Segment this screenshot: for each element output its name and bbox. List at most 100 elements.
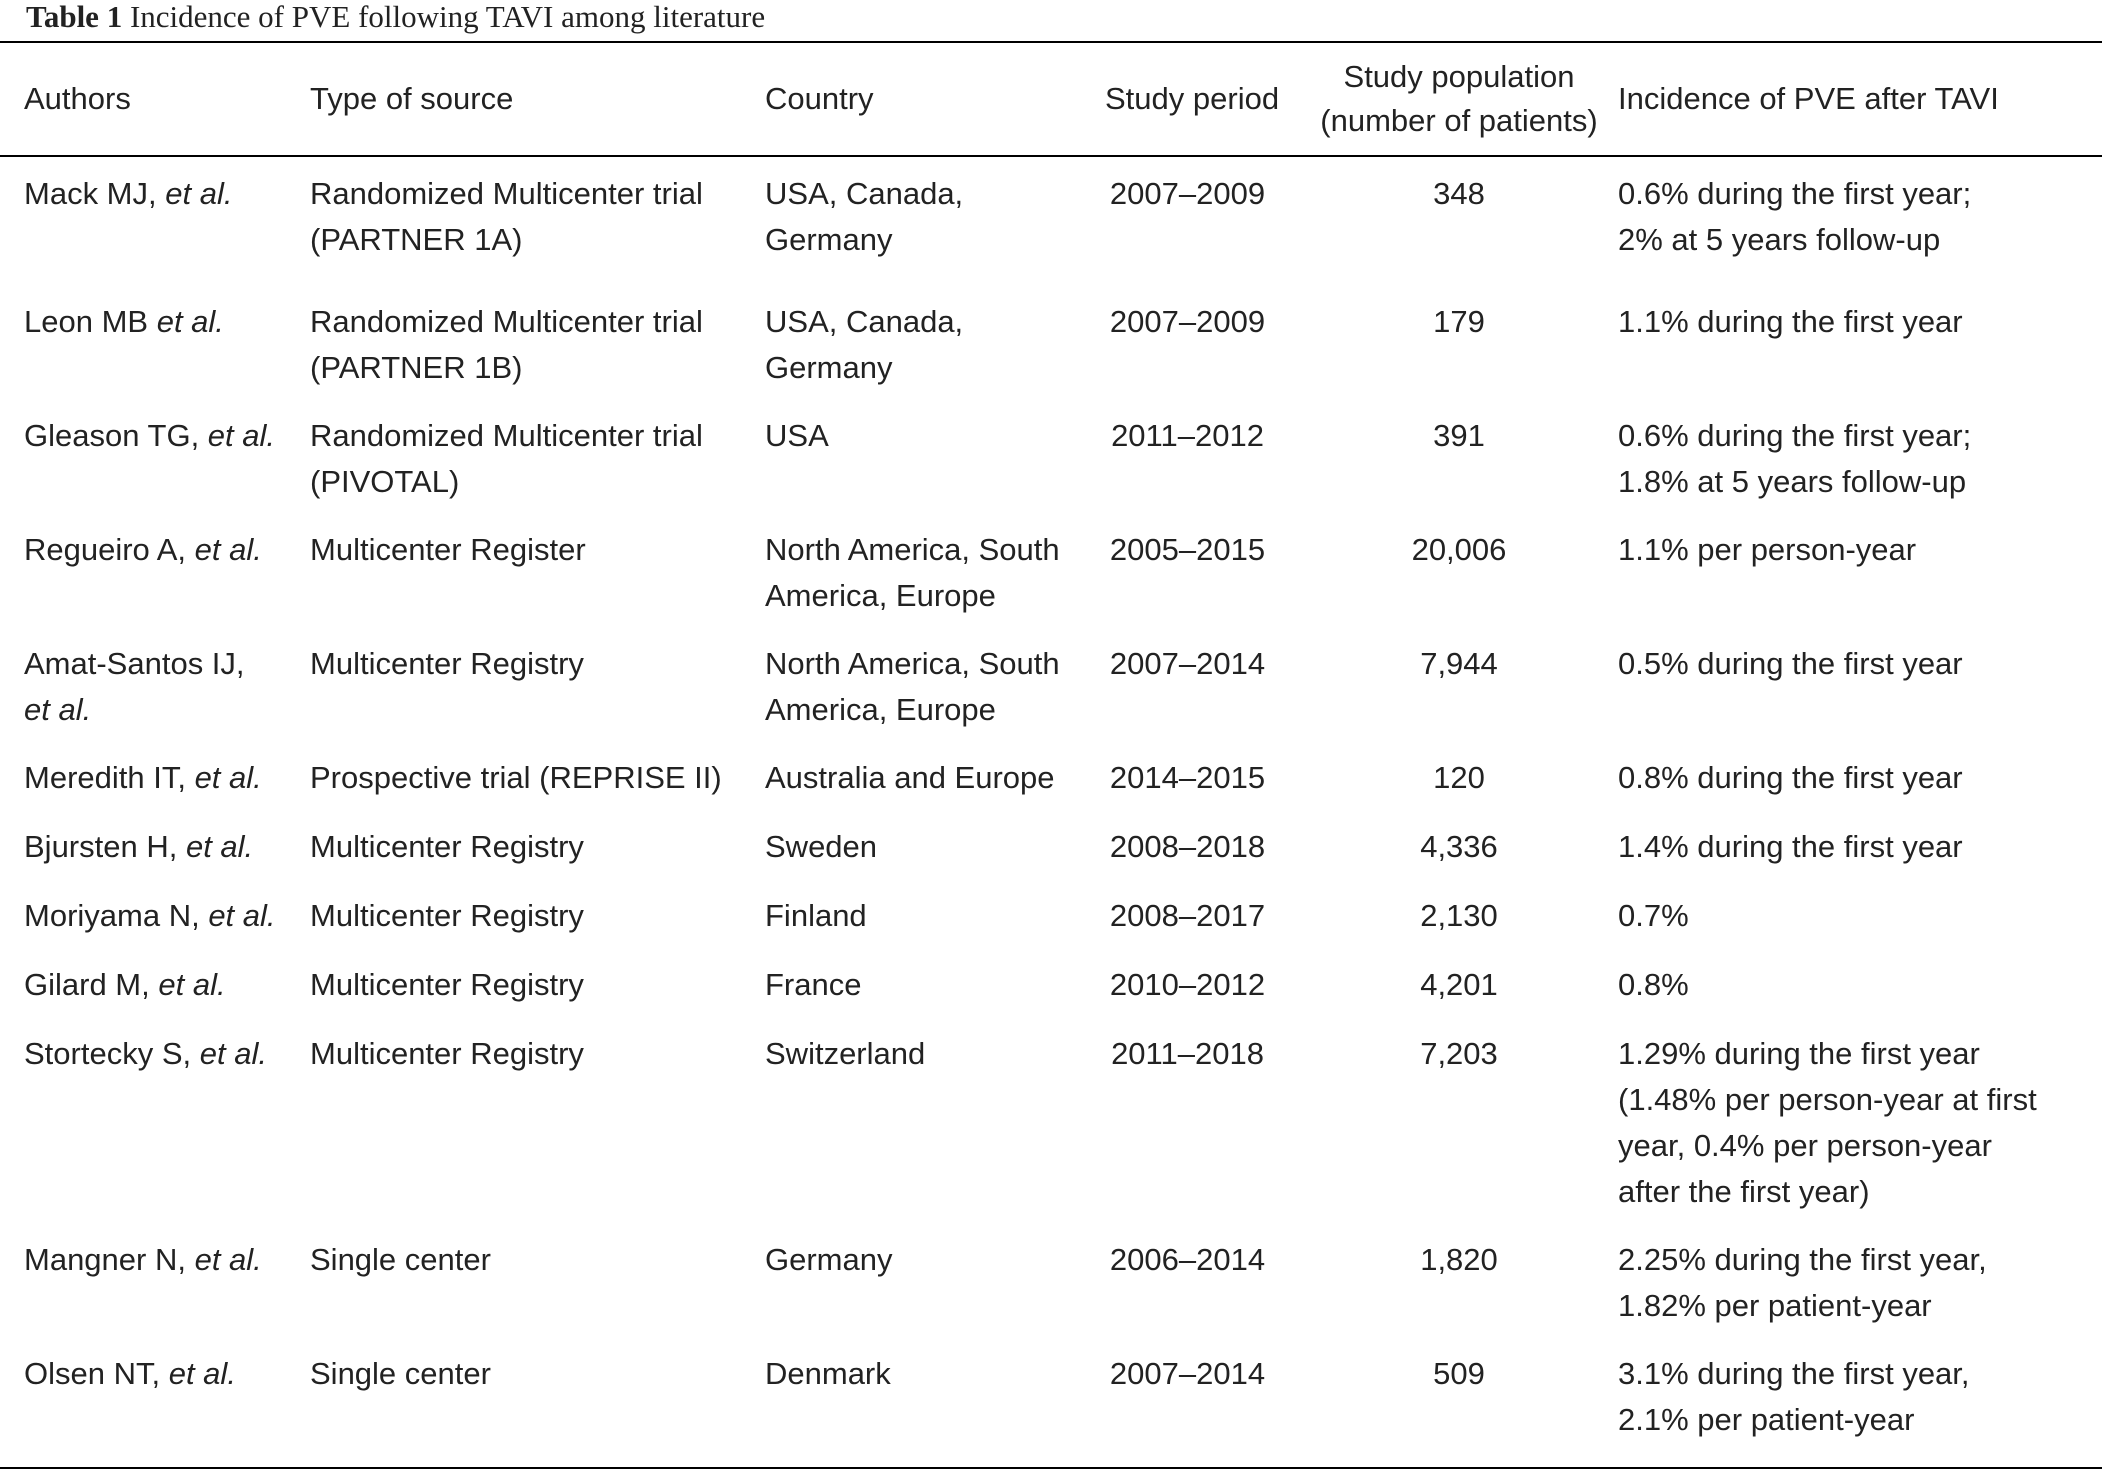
table-label: Table 1	[26, 0, 123, 34]
cell-type: Single center	[310, 1351, 765, 1468]
cell-author: Bjursten H, et al.	[0, 824, 310, 893]
cell-author: Leon MB et al.	[0, 299, 310, 413]
country-line: Germany	[765, 222, 893, 257]
author-etal: et al.	[207, 418, 276, 453]
author-etal: et al.	[194, 532, 262, 567]
incidence-line: 2% at 5 years follow-up	[1618, 222, 1941, 257]
cell-population: 20,006	[1411, 532, 1507, 567]
cell-period: 2010–2012	[1109, 967, 1266, 1002]
type-line: Multicenter Registry	[310, 829, 584, 864]
author-etal: et al.	[24, 692, 92, 727]
cell-author: Gilard M, et al.	[0, 962, 310, 1031]
country-line: USA, Canada,	[765, 304, 964, 339]
type-line: (PIVOTAL)	[310, 464, 460, 499]
cell-country: Sweden	[765, 824, 1105, 893]
cell-type: Prospective trial (REPRISE II)	[310, 755, 765, 824]
author-etal: et al.	[168, 1356, 236, 1391]
cell-type: Multicenter Registry	[310, 893, 765, 962]
cell-country: Finland	[765, 893, 1105, 962]
cell-period: 2007–2014	[1109, 646, 1266, 681]
cell-type: Multicenter Registry	[310, 1031, 765, 1237]
header-country: Country	[765, 42, 1105, 157]
cell-population: 4,336	[1420, 829, 1498, 864]
country-line: Germany	[765, 1242, 893, 1277]
incidence-line: 1.8% at 5 years follow-up	[1618, 464, 1967, 499]
table-row: Leon MB et al. Randomized Multicenter tri…	[0, 299, 2102, 413]
cell-population: 4,201	[1420, 967, 1498, 1002]
cell-incidence: 1.1% during the first year	[1618, 299, 2102, 413]
author-etal: et al.	[165, 176, 233, 211]
cell-incidence: 0.6% during the first year; 1.8% at 5 yea…	[1618, 413, 2102, 527]
cell-period: 2007–2009	[1109, 176, 1266, 211]
type-line: (PARTNER 1A)	[310, 222, 523, 257]
incidence-line: 1.1% during the first year	[1618, 304, 1963, 339]
cell-country: France	[765, 962, 1105, 1031]
header-type: Type of source	[310, 42, 765, 157]
incidence-line: (1.48% per person-year at first	[1618, 1082, 2037, 1117]
table-row: Amat-Santos IJ, et al. Multicenter Registr…	[0, 641, 2102, 755]
cell-period: 2014–2015	[1109, 760, 1266, 795]
author-name: Gleason TG,	[24, 418, 208, 453]
author-name: Meredith IT,	[24, 760, 195, 795]
author-name: Regueiro A,	[24, 532, 195, 567]
author-etal: et al.	[194, 1242, 262, 1277]
type-line: Multicenter Registry	[310, 646, 584, 681]
type-line: Single center	[310, 1242, 491, 1277]
cell-incidence: 0.8% during the first year	[1618, 755, 2102, 824]
incidence-line: 0.6% during the first year;	[1618, 176, 1972, 211]
cell-incidence: 0.6% during the first year; 2% at 5 years…	[1618, 156, 2102, 299]
cell-incidence: 3.1% during the first year, 2.1% per pati…	[1618, 1351, 2102, 1468]
cell-author: Amat-Santos IJ, et al.	[0, 641, 310, 755]
cell-population: 7,203	[1420, 1036, 1498, 1071]
table-row: Gleason TG, et al. Randomized Multicenter…	[0, 413, 2102, 527]
incidence-line: 2.1% per patient-year	[1618, 1402, 1915, 1437]
cell-country: Australia and Europe	[765, 755, 1105, 824]
header-incidence: Incidence of PVE after TAVI	[1618, 42, 2102, 157]
cell-population: 2,130	[1420, 898, 1498, 933]
author-etal: et al.	[156, 304, 224, 339]
header-population-line1: Study population	[1343, 59, 1575, 94]
cell-incidence: 0.8%	[1618, 962, 2102, 1031]
cell-incidence: 2.25% during the first year, 1.82% per pa…	[1618, 1237, 2102, 1351]
cell-type: Multicenter Registry	[310, 962, 765, 1031]
type-line: Multicenter Registry	[310, 967, 584, 1002]
author-etal: et al.	[208, 898, 276, 933]
incidence-line: 0.5% during the first year	[1618, 646, 1963, 681]
country-line: Finland	[765, 898, 867, 933]
cell-incidence: 0.7%	[1618, 893, 2102, 962]
incidence-line: after the first year)	[1618, 1174, 1870, 1209]
type-line: Multicenter Register	[310, 532, 586, 567]
cell-type: Multicenter Registry	[310, 824, 765, 893]
country-line: Switzerland	[765, 1036, 926, 1071]
cell-period: 2011–2018	[1111, 1036, 1264, 1071]
cell-incidence: 0.5% during the first year	[1618, 641, 2102, 755]
country-line: North America, South	[765, 646, 1060, 681]
author-name: Gilard M,	[24, 967, 159, 1002]
table-row: Meredith IT, et al. Prospective trial (RE…	[0, 755, 2102, 824]
incidence-line: 0.8%	[1618, 967, 1689, 1002]
author-etal: et al.	[194, 760, 262, 795]
table-body: Mack MJ, et al. Randomized Multicenter tr…	[0, 156, 2102, 1468]
cell-population: 1,820	[1420, 1242, 1498, 1277]
cell-country: USA	[765, 413, 1105, 527]
cell-type: Randomized Multicenter trial (PIVOTAL)	[310, 413, 765, 527]
cell-population: 120	[1433, 760, 1485, 795]
country-line: Australia and Europe	[765, 760, 1055, 795]
table-caption: Table 1 Incidence of PVE following TAVI …	[26, 0, 765, 40]
table-row: Stortecky S, et al. Multicenter Registry S…	[0, 1031, 2102, 1237]
header-row: Authors Type of source Country Study per…	[0, 42, 2102, 157]
type-line: Randomized Multicenter trial	[310, 304, 703, 339]
type-line: (PARTNER 1B)	[310, 350, 523, 385]
type-line: Randomized Multicenter trial	[310, 176, 703, 211]
cell-period: 2005–2015	[1109, 532, 1266, 567]
table-row: Mangner N, et al. Single center Germany 200…	[0, 1237, 2102, 1351]
author-etal: et al.	[158, 967, 226, 1002]
table-row: Bjursten H, et al. Multicenter Registry Sw…	[0, 824, 2102, 893]
incidence-line: 0.8% during the first year	[1618, 760, 1963, 795]
cell-population: 391	[1433, 418, 1485, 453]
header-authors: Authors	[0, 42, 310, 157]
cell-author: Stortecky S, et al.	[0, 1031, 310, 1237]
cell-country: Switzerland	[765, 1031, 1105, 1237]
country-line: Denmark	[765, 1356, 891, 1391]
cell-period: 2007–2014	[1109, 1356, 1266, 1391]
